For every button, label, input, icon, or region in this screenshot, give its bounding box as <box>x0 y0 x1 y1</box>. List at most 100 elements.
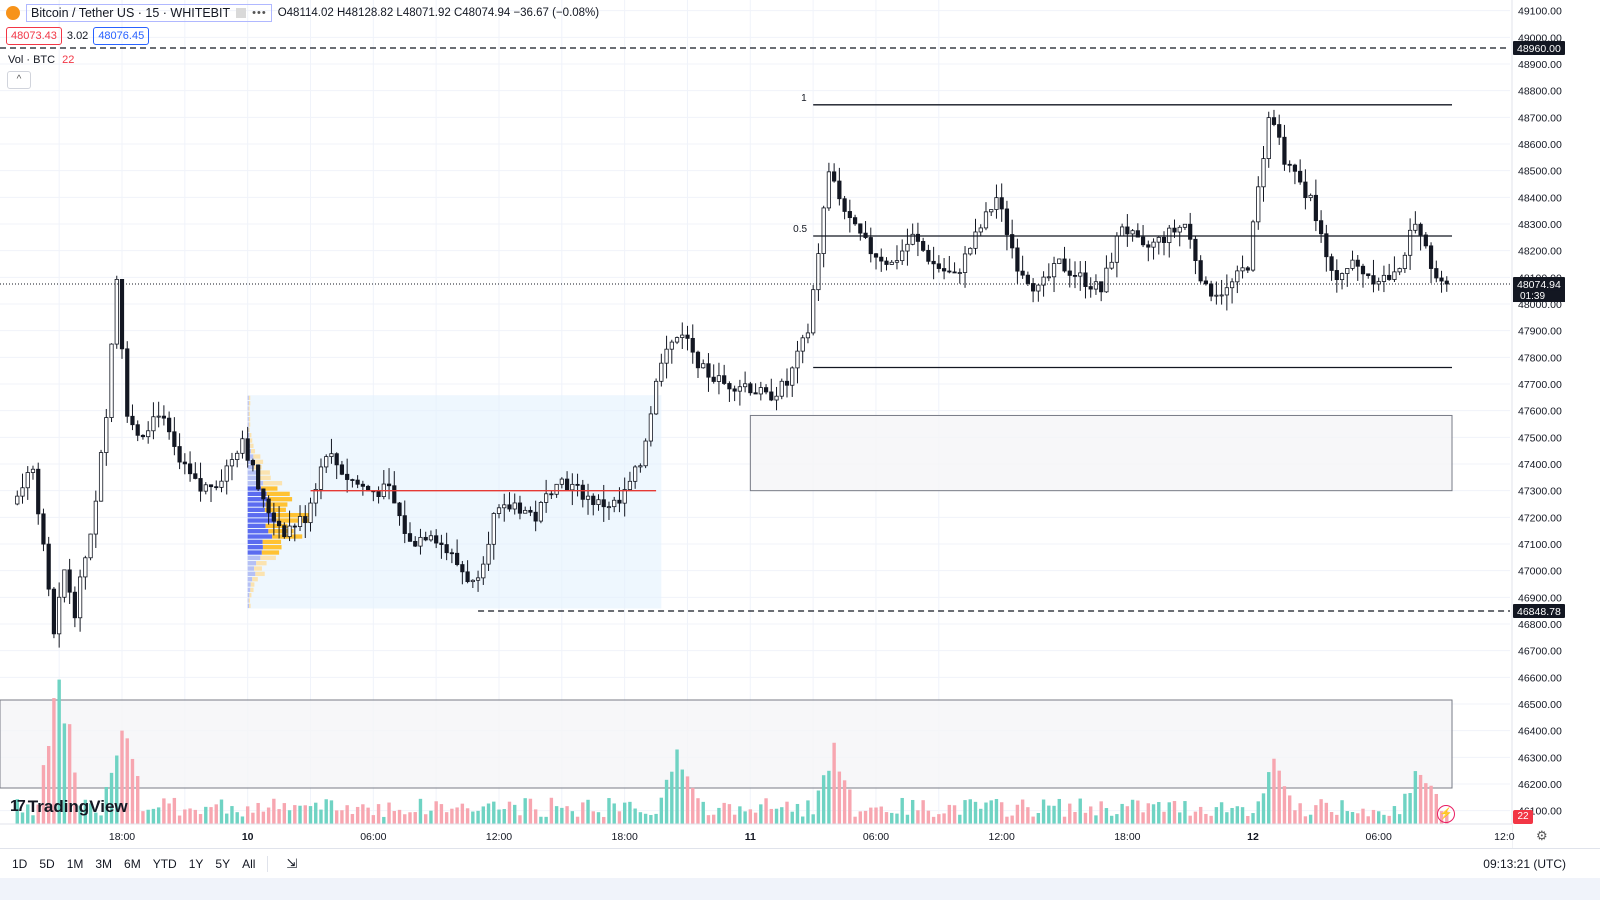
volume-bar <box>1340 800 1344 824</box>
candle-up <box>203 484 208 492</box>
profile-bar-up <box>248 422 251 427</box>
price-axis-bg <box>1512 0 1600 848</box>
volume-bar <box>931 816 936 824</box>
candle-down <box>444 544 449 554</box>
range-3m-button[interactable]: 3M <box>95 857 113 871</box>
ask-price-button[interactable]: 48076.45 <box>93 27 150 45</box>
volume-bar <box>628 801 632 824</box>
range-6m-button[interactable]: 6M <box>124 857 141 871</box>
candle-up <box>496 507 502 514</box>
volume-bar <box>450 808 454 824</box>
candle-up <box>523 509 528 514</box>
candle-up <box>481 563 486 579</box>
volume-bar <box>361 804 365 824</box>
candle-down <box>397 502 402 517</box>
volume-bar <box>1424 783 1428 824</box>
candle-up <box>1036 284 1041 292</box>
symbol-title[interactable]: Bitcoin / Tether US · 15 · WHITEBIT <box>31 6 231 20</box>
collapse-legend-button[interactable]: ^ <box>7 71 31 89</box>
range-5y-button[interactable]: 5Y <box>215 857 231 871</box>
volume-bar <box>1246 815 1250 824</box>
candle-up <box>1156 236 1161 243</box>
volume-bar <box>1293 810 1297 824</box>
marker-square-icon <box>236 8 247 18</box>
more-dots-icon[interactable]: ••• <box>252 7 267 19</box>
calendar-range-icon[interactable]: ⇲ <box>286 856 298 871</box>
price-chart[interactable]: 10.5 49100.0049000.0048900.0048800.00487… <box>0 0 1600 848</box>
volume-bar <box>942 813 946 824</box>
volume-bar <box>811 814 815 824</box>
profile-bar-down <box>247 454 254 459</box>
candle-down <box>1366 273 1371 277</box>
candle-down <box>360 483 365 487</box>
gear-icon[interactable]: ⚙ <box>1536 828 1548 843</box>
profile-bar-up <box>248 417 251 422</box>
candle-down <box>355 479 360 485</box>
profile-bar-down <box>247 582 251 587</box>
chevron-up-icon: ^ <box>16 74 22 85</box>
countdown-label: 01:39 <box>1520 291 1545 302</box>
volume-bar <box>570 811 575 824</box>
price-tick-label: 46900.00 <box>1518 592 1562 604</box>
candle-up <box>1408 229 1413 256</box>
volume-bar <box>183 809 187 824</box>
tradingview-logo[interactable]: 17 TradingView <box>10 797 128 817</box>
volume-bar <box>1324 802 1329 824</box>
volume-bar <box>989 800 993 824</box>
candle-up <box>1046 276 1051 279</box>
volume-bar <box>670 771 674 824</box>
time-axis-bg <box>0 824 1512 848</box>
candle-up <box>774 395 779 401</box>
volume-bar <box>979 808 983 824</box>
candle-up <box>978 227 983 233</box>
volume-bar <box>879 806 883 824</box>
profile-bar-down <box>247 598 249 603</box>
volume-bar <box>1172 801 1177 824</box>
profile-bar-down <box>247 486 262 491</box>
bid-price-button[interactable]: 48073.43 <box>6 27 62 45</box>
candle-down <box>465 571 470 583</box>
candle-down <box>439 542 444 545</box>
volume-bar <box>596 812 601 824</box>
volume-bar <box>444 812 449 824</box>
volume-bar <box>544 816 548 824</box>
range-5d-button[interactable]: 5D <box>39 857 55 871</box>
profile-bar-up <box>250 582 255 587</box>
candle-down <box>193 473 198 479</box>
volume-indicator-legend[interactable]: Vol · BTC 22 <box>8 54 74 66</box>
candle-up <box>151 416 156 432</box>
top-line-price-tag-bg <box>1513 41 1565 55</box>
volume-bar <box>1303 816 1308 824</box>
lightning-icon[interactable]: ⚡ <box>1437 805 1455 823</box>
volume-bar <box>1298 803 1302 824</box>
candles <box>15 109 1449 648</box>
candle-up <box>1250 221 1256 271</box>
volume-bar <box>156 807 161 824</box>
utc-clock[interactable]: 09:13:21 (UTC) <box>1483 857 1566 871</box>
candle-down <box>198 478 203 492</box>
volume-bar <box>1397 814 1402 824</box>
volume-bar <box>434 801 438 824</box>
volume-bar <box>622 802 627 824</box>
candle-down <box>507 504 512 510</box>
range-all-button[interactable]: All <box>242 857 256 871</box>
range-1m-button[interactable]: 1M <box>66 857 84 871</box>
profile-bar-down <box>247 523 266 529</box>
volume-bar <box>125 738 129 824</box>
range-1d-button[interactable]: 1D <box>12 857 28 871</box>
candle-down <box>276 520 282 527</box>
profile-bar-up <box>248 401 251 406</box>
volume-bar <box>1335 814 1339 824</box>
volume-bar <box>1125 806 1130 824</box>
price-tick-label: 47900.00 <box>1518 326 1562 338</box>
volume-bar <box>460 803 465 824</box>
range-ytd-button[interactable]: YTD <box>152 857 177 871</box>
volume-bar <box>821 775 826 824</box>
volume-bar <box>413 812 417 824</box>
volume-bar <box>1267 772 1271 824</box>
candle-up <box>224 465 229 482</box>
symbol-title-box[interactable]: Bitcoin / Tether US · 15 · WHITEBIT ••• <box>26 4 272 22</box>
candle-up <box>329 453 334 458</box>
range-1y-button[interactable]: 1Y <box>188 857 204 871</box>
